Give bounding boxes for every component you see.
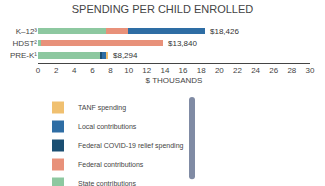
svg-text:$18,426: $18,426: [210, 27, 239, 36]
svg-text:Federal contributions: Federal contributions: [78, 161, 144, 168]
svg-text:PRE-K¹: PRE-K¹: [10, 51, 37, 60]
svg-text:4: 4: [72, 66, 77, 75]
svg-text:SPENDING PER CHILD ENROLLED: SPENDING PER CHILD ENROLLED: [72, 3, 254, 15]
svg-text:28: 28: [287, 66, 296, 75]
svg-text:12: 12: [142, 66, 151, 75]
svg-text:$8,294: $8,294: [113, 51, 138, 60]
svg-text:State contributions: State contributions: [78, 180, 136, 186]
svg-text:K–12³: K–12³: [16, 27, 38, 36]
svg-text:10: 10: [124, 66, 133, 75]
svg-text:6: 6: [90, 66, 95, 75]
svg-text:20: 20: [215, 66, 224, 75]
svg-text:Federal COVID-19 relief spendi: Federal COVID-19 relief spending: [78, 142, 184, 150]
svg-text:22: 22: [233, 66, 242, 75]
svg-text:14: 14: [160, 66, 169, 75]
svg-text:$ THOUSANDS: $ THOUSANDS: [146, 76, 203, 85]
svg-text:Local contributions: Local contributions: [78, 123, 137, 130]
svg-text:0: 0: [36, 66, 41, 75]
svg-text:24: 24: [251, 66, 260, 75]
svg-text:2: 2: [54, 66, 59, 75]
svg-text:$13,840: $13,840: [168, 39, 197, 48]
svg-text:26: 26: [269, 66, 278, 75]
svg-text:18: 18: [197, 66, 206, 75]
svg-text:30: 30: [306, 66, 315, 75]
svg-text:8: 8: [108, 66, 113, 75]
svg-text:TANF spending: TANF spending: [78, 104, 126, 112]
svg-text:HDST²: HDST²: [13, 39, 38, 48]
svg-text:16: 16: [179, 66, 188, 75]
